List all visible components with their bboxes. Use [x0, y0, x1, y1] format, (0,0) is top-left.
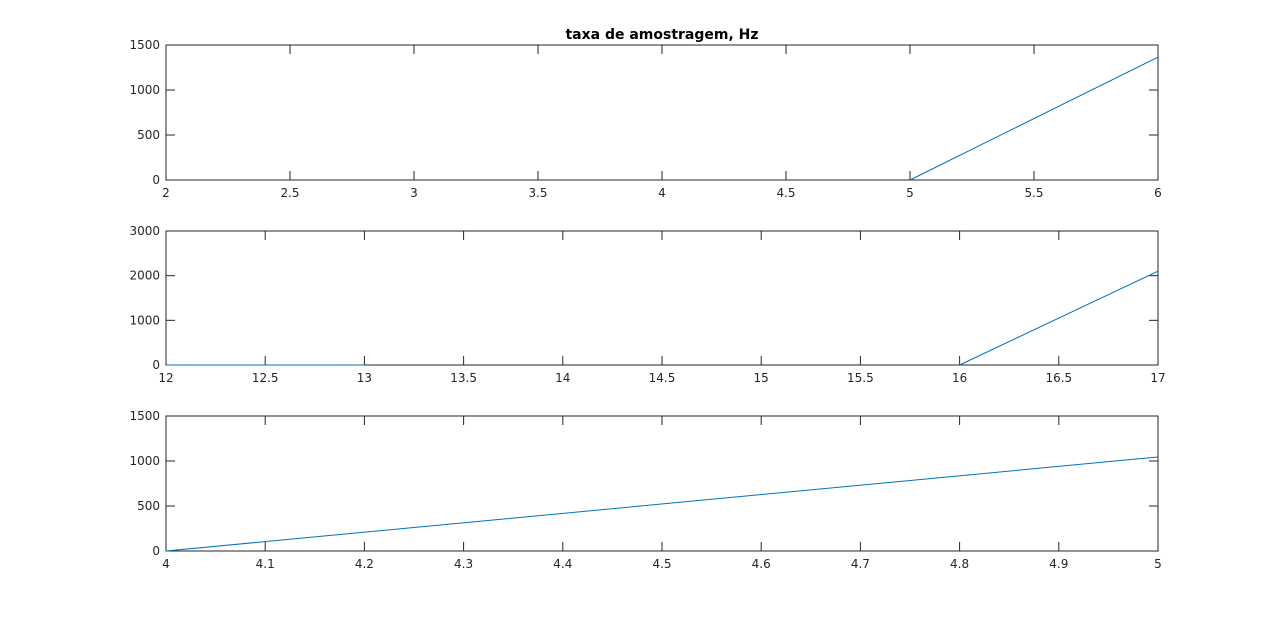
x-tick-label: 5 [1154, 557, 1162, 571]
y-tick-label: 500 [137, 499, 160, 513]
x-tick-label: 3 [410, 186, 418, 200]
x-tick-label: 4.1 [256, 557, 275, 571]
x-tick-label: 4.7 [851, 557, 870, 571]
x-tick-label: 12 [158, 371, 173, 385]
x-tick-label: 14 [555, 371, 570, 385]
x-tick-label: 13 [357, 371, 372, 385]
x-tick-label: 16.5 [1045, 371, 1072, 385]
x-tick-label: 5 [906, 186, 914, 200]
y-tick-label: 1000 [129, 313, 160, 327]
subplot-2: 12 12.5 13 13.5 14 14.5 15 15.5 16 16.5 17 0 1000 200… [129, 224, 1165, 385]
x-tick-label: 2.5 [280, 186, 299, 200]
x-tick-label: 15.5 [847, 371, 874, 385]
x-tick-label: 12.5 [252, 371, 279, 385]
x-tick-label: 4 [162, 557, 170, 571]
x-tick-label: 4.5 [652, 557, 671, 571]
y-tick-label: 500 [137, 128, 160, 142]
x-tick-label: 5.5 [1024, 186, 1043, 200]
y-tick-label: 1500 [129, 409, 160, 423]
x-tick-label: 4 [658, 186, 666, 200]
y-tick-label: 0 [152, 358, 160, 372]
y-tick-label: 1000 [129, 454, 160, 468]
x-tick-label: 4.3 [454, 557, 473, 571]
x-tick-label: 6 [1154, 186, 1162, 200]
x-tick-label: 2 [162, 186, 170, 200]
x-tick-label: 4.4 [553, 557, 572, 571]
x-tick-label: 3.5 [528, 186, 547, 200]
axes-box [165, 44, 1159, 181]
y-tick-label: 1500 [129, 38, 160, 52]
x-tick-label: 4.8 [950, 557, 969, 571]
x-tick-label: 13.5 [450, 371, 477, 385]
figure-title: taxa de amostragem, Hz [565, 27, 758, 43]
x-tick-label: 4.2 [355, 557, 374, 571]
x-tick-label: 14.5 [649, 371, 676, 385]
series-line-1 [165, 456, 1159, 552]
y-tick-label: 3000 [129, 224, 160, 238]
axes-box [165, 230, 1159, 366]
y-tick-label: 1000 [129, 83, 160, 97]
x-tick-label: 17 [1150, 371, 1165, 385]
y-tick-label: 0 [152, 544, 160, 558]
axes-box [165, 415, 1159, 552]
y-tick-label: 0 [152, 173, 160, 187]
x-tick-label: 4.6 [752, 557, 771, 571]
x-tick-label: 4.9 [1049, 557, 1068, 571]
x-tick-label: 4.5 [776, 186, 795, 200]
x-tick-label: 16 [952, 371, 967, 385]
series-line-1 [909, 56, 1159, 181]
y-tick-label: 2000 [129, 269, 160, 283]
subplot-1: 2 2.5 3 3.5 4 4.5 5 5.5 6 0 500 1000 1500 [129, 38, 1161, 200]
subplot-3: 4 4.1 4.2 4.3 4.4 4.5 4.6 4.7 4.8 4.9 5 0 500 1000 150… [129, 409, 1161, 571]
series-line-2 [959, 270, 1159, 366]
x-tick-label: 15 [754, 371, 769, 385]
